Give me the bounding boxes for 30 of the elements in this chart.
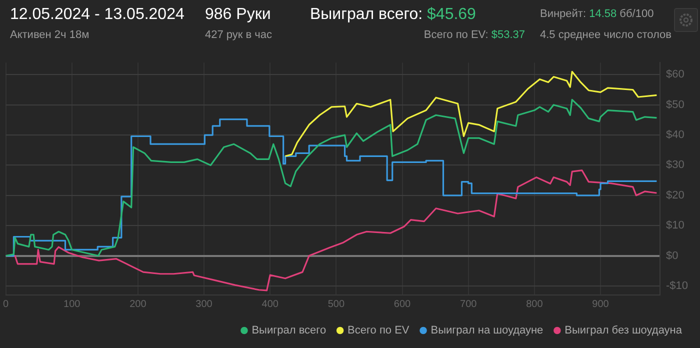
text: 986 Руки [205,6,271,24]
text: 4.5 среднее число столов [540,29,672,41]
legend-label: Выиграл всего [252,324,326,337]
x-tick-label: 800 [526,298,544,310]
x-tick-label: 200 [130,298,147,310]
text: Выиграл всего: $45.69 [310,6,476,24]
x-tick-label: 0 [3,298,9,310]
y-tick-label: -$10 [666,280,688,292]
chart-title: 12.05.2024 - 13.05.2024 [10,6,184,24]
x-tick-label: 300 [196,298,213,310]
x-tick-label: 500 [328,298,345,310]
x-tick-label: 900 [592,298,610,310]
x-tick-label: 600 [394,298,412,310]
text: Винрейт: 14.58 бб/100 [540,8,654,20]
text: 427 рук в час [205,29,272,41]
y-tick-label: $30 [666,159,684,172]
legend-label: Выиграл на шоудауне [430,324,544,337]
x-tick-label: 400 [262,298,279,310]
y-tick-label: $0 [666,250,678,262]
legend-label: Всего по EV [348,324,410,337]
y-tick-label: $10 [666,220,684,232]
y-tick-label: $60 [666,68,684,81]
x-tick-label: 700 [460,298,478,310]
text: Всего по EV: $53.37 [424,29,525,41]
legend-label: Выиграл без шоудауна [564,324,683,337]
y-tick-label: $50 [666,98,684,111]
x-tick-label: 100 [64,298,81,310]
y-tick-label: $40 [666,129,684,142]
chart-subtitle: Активен 2ч 18м [10,29,90,41]
y-tick-label: $20 [666,189,684,202]
